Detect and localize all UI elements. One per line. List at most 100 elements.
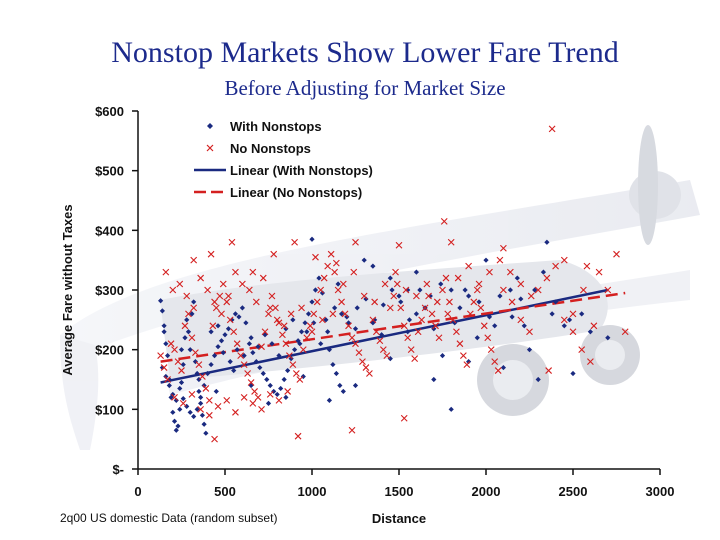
- data-point: [448, 287, 454, 293]
- data-point: [305, 311, 312, 317]
- data-point: [331, 268, 339, 276]
- data-point: [205, 396, 213, 404]
- data-point: [222, 332, 228, 338]
- x-tick-label: 0: [134, 484, 141, 499]
- data-point: [249, 399, 257, 407]
- data-point: [291, 238, 298, 246]
- legend-label: Linear (No Nonstops): [230, 185, 362, 200]
- data-point: [372, 328, 380, 336]
- data-point: [223, 396, 231, 404]
- data-point: [535, 376, 541, 383]
- y-tick-label: $100: [95, 402, 124, 417]
- legend: With Nonstops No Nonstops Linear (With Non…: [160, 112, 403, 206]
- data-point: [452, 320, 458, 326]
- data-point: [236, 314, 242, 320]
- data-point: [595, 268, 603, 276]
- data-point: [233, 340, 241, 348]
- data-point: [167, 340, 175, 348]
- data-point: [312, 287, 319, 293]
- legend-marker-x: [206, 144, 214, 152]
- data-point: [497, 293, 503, 299]
- data-point: [355, 349, 363, 357]
- data-point: [179, 399, 187, 407]
- y-axis-title-text: Average Fare without Taxes: [60, 204, 75, 375]
- data-point: [157, 352, 165, 360]
- data-point: [212, 304, 220, 312]
- data-point: [381, 280, 389, 288]
- slide-title: Nonstop Markets Show Lower Fare Trend: [111, 36, 619, 69]
- data-point: [189, 311, 195, 317]
- data-point: [201, 421, 207, 427]
- data-point: [244, 370, 252, 377]
- data-point: [171, 394, 178, 401]
- data-point: [324, 262, 332, 270]
- data-point: [383, 352, 391, 360]
- data-point: [232, 408, 239, 416]
- x-axis-title: Distance: [372, 511, 426, 526]
- data-point: [257, 364, 263, 371]
- data-point: [369, 316, 377, 324]
- x-tick-label: 500: [214, 484, 236, 499]
- data-point: [509, 314, 515, 320]
- data-point: [376, 337, 384, 345]
- data-point: [176, 280, 184, 288]
- data-point: [545, 367, 553, 374]
- data-point: [463, 361, 471, 368]
- data-point: [508, 298, 516, 306]
- data-point: [185, 329, 192, 335]
- data-point: [333, 370, 339, 377]
- data-point: [453, 328, 460, 336]
- data-point: [427, 293, 433, 299]
- data-point: [181, 322, 189, 330]
- data-point: [247, 379, 255, 386]
- data-point: [177, 385, 183, 392]
- data-point: [276, 353, 282, 359]
- data-point: [229, 317, 235, 323]
- data-point: [231, 367, 237, 374]
- data-point: [438, 281, 444, 287]
- data-point: [310, 310, 318, 318]
- data-point: [187, 347, 193, 353]
- data-point: [161, 323, 167, 329]
- data-point: [266, 391, 274, 398]
- data-point: [587, 329, 593, 335]
- data-point: [261, 328, 269, 336]
- data-point: [526, 347, 533, 353]
- data-point: [237, 352, 245, 360]
- data-point: [228, 238, 236, 246]
- data-point: [532, 287, 538, 293]
- data-point: [232, 311, 239, 317]
- data-point: [354, 305, 360, 311]
- data-point: [227, 359, 233, 365]
- data-point: [162, 268, 170, 276]
- data-point: [296, 376, 304, 383]
- data-point: [395, 241, 403, 249]
- data-point: [288, 356, 294, 362]
- data-point: [246, 341, 252, 347]
- data-point: [360, 292, 368, 300]
- data-point: [191, 299, 197, 305]
- data-point: [332, 259, 340, 267]
- data-point: [160, 364, 168, 371]
- data-point: [583, 262, 591, 270]
- data-point: [201, 382, 207, 389]
- data-point: [462, 287, 468, 293]
- data-point: [232, 268, 239, 276]
- data-point: [234, 347, 240, 353]
- data-point: [500, 244, 507, 252]
- data-point: [506, 268, 514, 276]
- data-point: [198, 400, 204, 406]
- data-point: [294, 432, 302, 440]
- data-point: [319, 290, 326, 296]
- data-point: [569, 328, 577, 336]
- data-point: [476, 299, 482, 305]
- data-point: [413, 292, 420, 300]
- data-point: [340, 388, 346, 395]
- data-point: [184, 403, 190, 409]
- data-point: [442, 274, 450, 282]
- data-point: [397, 304, 405, 312]
- data-point: [273, 316, 281, 324]
- data-point: [239, 305, 245, 311]
- data-point: [392, 268, 399, 276]
- data-point: [177, 406, 183, 412]
